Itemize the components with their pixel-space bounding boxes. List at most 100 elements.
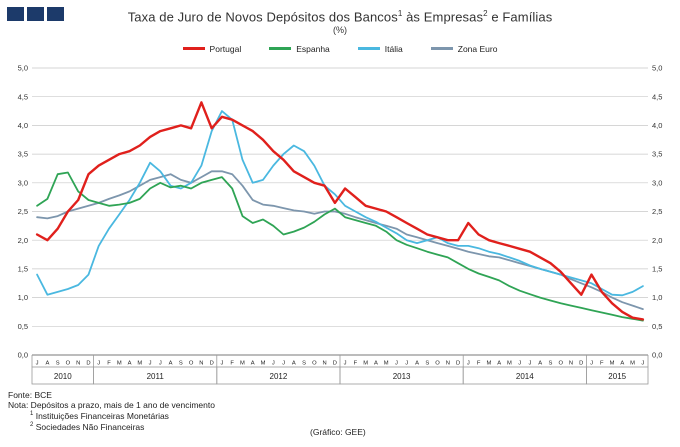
- month-tick-label: A: [497, 361, 501, 367]
- month-tick-label: J: [467, 361, 470, 367]
- month-tick-label: N: [446, 361, 450, 367]
- month-tick-label: A: [251, 361, 255, 367]
- logo-square: [27, 7, 44, 21]
- series-line-espanha: [36, 171, 644, 322]
- year-box: [586, 366, 649, 385]
- legend-swatch-italia: [357, 47, 380, 51]
- y-axis-label-left: 5,0: [18, 64, 28, 73]
- month-tick-label: O: [435, 361, 440, 367]
- line-chart: 0,0 0,0 0,5 0,5 1,0 1,0 1,5 1,5 2,0 2,0 2,5 2,5 3,0 3…: [18, 64, 662, 385]
- legend-item-espanha: Espanha: [269, 44, 330, 54]
- title-text: às Empresas: [402, 9, 484, 25]
- month-tick-label: F: [354, 361, 358, 367]
- month-tick-label: O: [312, 361, 317, 367]
- month-tick-label: S: [56, 361, 60, 367]
- y-axis-label-left: 2,0: [18, 236, 28, 245]
- month-tick-label: M: [137, 361, 142, 367]
- month-tick-label: J: [528, 361, 531, 367]
- month-tick-label: J: [641, 361, 644, 367]
- month-tick-label: S: [425, 361, 429, 367]
- month-tick-label: O: [66, 361, 71, 367]
- legend-swatch-zona-euro: [430, 47, 453, 51]
- y-axis-label-left: 2,5: [18, 207, 28, 216]
- year-label: 2012: [270, 372, 288, 381]
- legend-label: Zona Euro: [457, 43, 498, 54]
- footnote-1-sup: 1: [30, 411, 34, 417]
- y-axis-label-left: 1,5: [18, 265, 28, 274]
- series-line-itália: [36, 110, 644, 297]
- source-note: Fonte: BCE: [8, 390, 52, 400]
- month-tick-label: A: [620, 361, 624, 367]
- month-tick-label: N: [569, 361, 573, 367]
- y-axis-label-right: 4,5: [652, 93, 662, 102]
- legend-label: Portugal: [209, 43, 242, 54]
- month-tick-label: M: [507, 361, 512, 367]
- title-text: e Famílias: [487, 9, 553, 25]
- chart-title: Taxa de Juro de Novos Depósitos dos Banc…: [0, 0, 680, 24]
- y-axis-label-right: 3,5: [652, 150, 662, 159]
- month-tick-label: O: [558, 361, 563, 367]
- footnote-2-text: Sociedades Não Financeiras: [33, 422, 145, 433]
- year-label: 2010: [54, 372, 72, 381]
- logo: [7, 7, 64, 21]
- footnote-1: 1 Instituições Financeiras Monetárias: [8, 410, 215, 421]
- month-tick-label: M: [630, 361, 635, 367]
- month-tick-label: J: [220, 361, 223, 367]
- month-tick-label: M: [117, 361, 122, 367]
- month-tick-label: N: [199, 361, 203, 367]
- month-tick-label: J: [97, 361, 100, 367]
- month-tick-label: D: [456, 361, 460, 367]
- footnote-2: 2 Sociedades Não Financeiras: [8, 421, 215, 432]
- note-line: Nota: Depósitos a prazo, mais de 1 ano d…: [8, 399, 215, 410]
- year-label: 2011: [147, 372, 165, 381]
- y-axis-label-right: 2,0: [652, 236, 662, 245]
- legend-label: Espanha: [296, 43, 330, 54]
- month-tick-label: M: [610, 361, 615, 367]
- chart-subtitle: (%): [333, 25, 347, 36]
- month-tick-label: F: [600, 361, 604, 367]
- footnote-2-sup: 2: [30, 422, 34, 429]
- month-tick-label: J: [344, 361, 347, 367]
- month-tick-label: A: [128, 361, 132, 367]
- legend-label: Itália: [384, 43, 403, 54]
- legend-item-italia: Itália: [357, 43, 403, 54]
- credit: (Gráfico: GEE): [310, 427, 366, 437]
- month-tick-label: M: [240, 361, 245, 367]
- logo-square: [7, 7, 24, 21]
- month-tick-label: F: [230, 361, 234, 367]
- month-tick-label: D: [333, 361, 337, 367]
- legend-item-portugal: Portugal: [182, 43, 242, 54]
- year-label: 2013: [393, 372, 411, 381]
- month-tick-label: J: [159, 361, 162, 367]
- month-tick-label: J: [405, 361, 408, 367]
- month-tick-label: J: [518, 361, 521, 367]
- month-tick-label: A: [292, 361, 296, 367]
- y-axis-label-right: 3,0: [652, 179, 662, 188]
- month-tick-label: O: [189, 361, 194, 367]
- month-tick-label: A: [538, 361, 542, 367]
- month-tick-label: N: [323, 361, 327, 367]
- month-tick-label: A: [169, 361, 173, 367]
- month-tick-label: M: [384, 361, 389, 367]
- month-tick-label: J: [590, 361, 593, 367]
- y-axis-label-left: 3,5: [18, 150, 28, 159]
- legend: Portugal Espanha Itália Zona Euro: [0, 42, 680, 55]
- y-axis-label-right: 5,0: [652, 64, 662, 73]
- y-axis-label-right: 1,5: [652, 265, 662, 274]
- month-tick-label: J: [36, 361, 39, 367]
- y-axis-label-right: 1,0: [652, 294, 662, 303]
- month-tick-label: M: [261, 361, 266, 367]
- month-tick-label: A: [374, 361, 378, 367]
- y-axis-label-left: 4,5: [18, 93, 28, 102]
- month-tick-label: J: [282, 361, 285, 367]
- month-tick-label: F: [477, 361, 481, 367]
- month-tick-label: D: [86, 361, 90, 367]
- month-tick-label: A: [45, 361, 49, 367]
- month-tick-label: M: [363, 361, 368, 367]
- y-axis-label-right: 0,0: [652, 351, 662, 360]
- month-tick-label: S: [549, 361, 553, 367]
- month-tick-label: J: [395, 361, 398, 367]
- legend-item-zona-euro: Zona Euro: [430, 43, 498, 54]
- month-tick-label: J: [149, 361, 152, 367]
- legend-swatch-portugal: [182, 47, 205, 51]
